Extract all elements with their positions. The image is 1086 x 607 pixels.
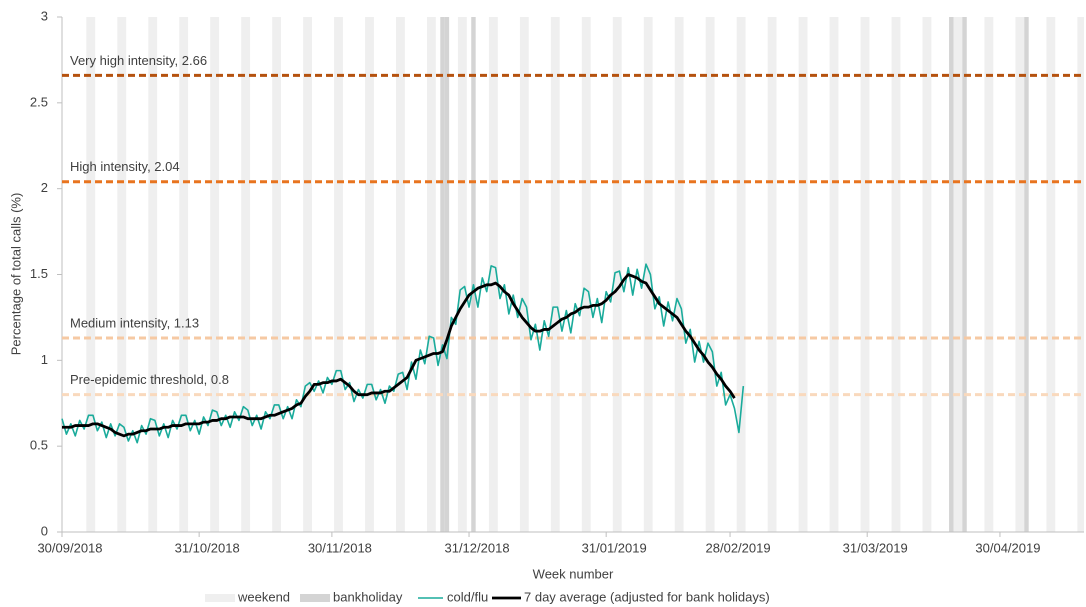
x-tick-label: 30/09/2018 — [37, 540, 102, 555]
weekend-band — [488, 17, 498, 532]
weekend-band — [736, 17, 746, 532]
weekend-band — [86, 17, 96, 532]
legend-label: cold/flu — [447, 589, 488, 604]
x-tick-label: 31/01/2019 — [582, 540, 647, 555]
weekend-band — [519, 17, 529, 532]
weekend-band — [457, 17, 467, 532]
bank-holiday-band — [471, 17, 476, 532]
weekend-band — [705, 17, 715, 532]
weekend-band — [303, 17, 312, 532]
weekend-band — [984, 17, 994, 532]
weekend-band — [1015, 17, 1025, 532]
x-tick-label: 31/03/2019 — [843, 540, 908, 555]
bank-holiday-band — [444, 17, 450, 532]
weekend-band — [612, 17, 622, 532]
bank-holiday-band — [949, 17, 954, 532]
weekend-band — [1046, 17, 1056, 532]
threshold-label: Pre-epidemic threshold, 0.8 — [70, 372, 229, 387]
weekend-band — [1077, 17, 1084, 532]
weekend-band — [767, 17, 777, 532]
weekend-band — [829, 17, 839, 532]
threshold-label: Very high intensity, 2.66 — [70, 53, 207, 68]
weekend-band — [922, 17, 932, 532]
threshold-label: High intensity, 2.04 — [70, 159, 180, 174]
weekend-band — [272, 17, 281, 532]
weekend-band — [117, 17, 127, 532]
x-tick-label: 30/04/2019 — [975, 540, 1040, 555]
weekend-band — [148, 17, 158, 532]
series-line — [62, 273, 736, 438]
weekend-band — [674, 17, 684, 532]
y-tick-label: 1.5 — [30, 266, 48, 281]
y-tick-label: 2.5 — [30, 94, 48, 109]
legend-label: weekend — [237, 589, 290, 604]
x-axis-title: Week number — [533, 566, 614, 581]
weekend-band — [179, 17, 189, 532]
y-tick-label: 0 — [41, 523, 48, 538]
weekend-band — [643, 17, 653, 532]
weekend-band — [210, 17, 220, 532]
legend-swatch — [300, 594, 330, 602]
bank-holiday-band — [962, 17, 967, 532]
weekend-band — [581, 17, 591, 532]
weekend-band — [396, 17, 405, 532]
bank-holiday-band — [1024, 17, 1029, 532]
weekend-band — [798, 17, 808, 532]
y-axis-title: Percentage of total calls (%) — [8, 193, 23, 356]
legend-label: 7 day average (adjusted for bank holiday… — [524, 589, 770, 604]
legend-label: bankholiday — [333, 589, 403, 604]
weekend-band — [334, 17, 343, 532]
weekend-band — [550, 17, 560, 532]
x-tick-label: 30/11/2018 — [308, 540, 372, 555]
bank-holiday-band — [440, 17, 445, 532]
weekend-band — [953, 17, 963, 532]
weekend-band — [891, 17, 901, 532]
x-tick-label: 31/10/2018 — [175, 540, 240, 555]
x-tick-label: 31/12/2018 — [444, 540, 509, 555]
weekend-band — [860, 17, 870, 532]
x-tick-label: 28/02/2019 — [706, 540, 771, 555]
weekend-band — [241, 17, 251, 532]
weekend-band — [427, 17, 436, 532]
threshold-label: Medium intensity, 1.13 — [70, 315, 199, 330]
y-tick-label: 3 — [41, 8, 48, 23]
legend-swatch — [205, 594, 235, 602]
y-tick-label: 2 — [41, 180, 48, 195]
weekend-band — [365, 17, 374, 532]
y-tick-label: 0.5 — [30, 438, 48, 453]
y-tick-label: 1 — [41, 352, 48, 367]
